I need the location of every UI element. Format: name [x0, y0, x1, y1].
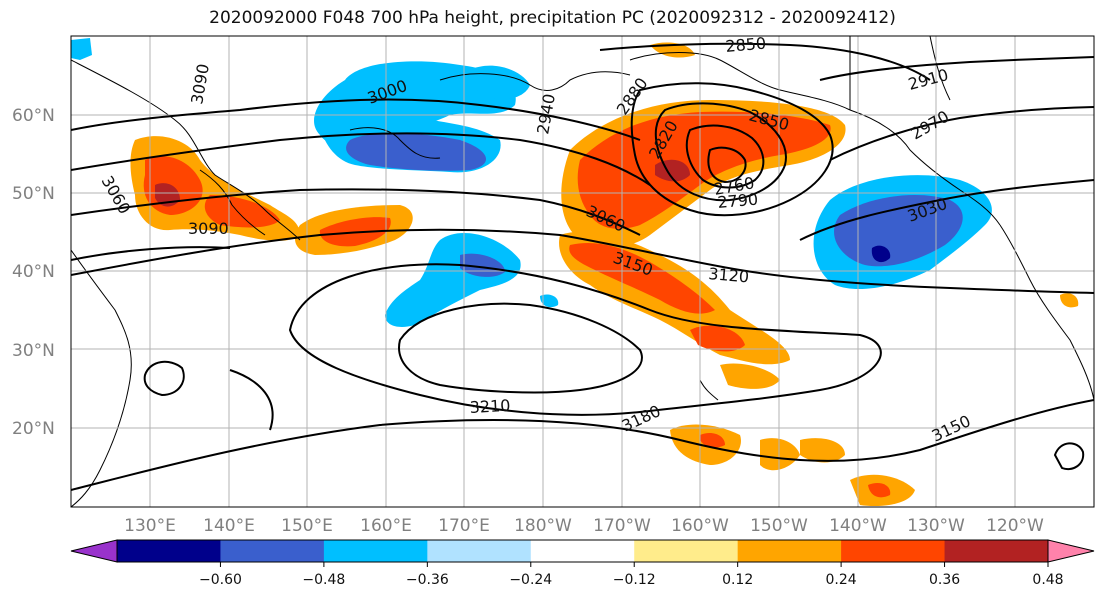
- contour-label: 3210: [469, 396, 511, 417]
- colorbar-tick-label: 0.24: [826, 572, 857, 588]
- colorbar-left-extension: [70, 539, 118, 563]
- colorbar-tick-label: 0.36: [929, 572, 960, 588]
- lon-label: 180°W: [514, 516, 572, 536]
- colorbar-segment: [530, 540, 635, 562]
- lon-label: 170°E: [438, 516, 490, 536]
- colorbar-tick-label: −0.12: [613, 572, 656, 588]
- colorbar-segment: [117, 540, 221, 562]
- colorbar-segment: [944, 540, 1049, 562]
- lon-label: 150°W: [750, 516, 808, 536]
- lon-label: 120°W: [986, 516, 1044, 536]
- lat-label: 50°N: [12, 184, 55, 204]
- colorbar-tick-label: 0.48: [1032, 572, 1063, 588]
- latitude-labels: 60°N 50°N 40°N 30°N 20°N: [12, 106, 55, 439]
- colorbar-tick-label: −0.60: [199, 572, 242, 588]
- colorbar-segment: [737, 540, 842, 562]
- lon-label: 160°W: [671, 516, 729, 536]
- lon-label: 170°W: [593, 516, 651, 536]
- lon-label: 160°E: [360, 516, 412, 536]
- lat-label: 20°N: [12, 419, 55, 439]
- colorbar-segment: [634, 540, 739, 562]
- height-contours: [71, 42, 1094, 491]
- lon-label: 140°W: [829, 516, 887, 536]
- map-frame: [70, 35, 1095, 508]
- colorbar-tick-label: −0.24: [509, 572, 552, 588]
- lon-label: 130°W: [907, 516, 965, 536]
- colorbar-right-extension: [1047, 539, 1095, 563]
- lat-label: 60°N: [12, 106, 55, 126]
- colorbar-segment: [427, 540, 532, 562]
- contour-label: 3090: [188, 219, 229, 238]
- contour-label: 2790: [717, 190, 759, 212]
- colorbar-segment: [841, 540, 946, 562]
- coastlines: [71, 36, 1094, 507]
- contour-label: 2850: [725, 34, 767, 56]
- colorbar: −0.60 −0.48 −0.36 −0.24 −0.12 0.12 0.24 0.36 0.4…: [70, 539, 1095, 588]
- colorbar-segment: [323, 540, 428, 562]
- positive-anomaly-shading: [130, 42, 1079, 507]
- longitude-labels: 130°E 140°E 150°E 160°E 170°E 180°W 170°…: [124, 516, 1044, 536]
- lon-label: 150°E: [281, 516, 333, 536]
- lat-label: 40°N: [12, 262, 55, 282]
- colorbar-tick-label: −0.36: [406, 572, 449, 588]
- map-title: 2020092000 F048 700 hPa height, precipit…: [209, 8, 896, 28]
- colorbar-tick-label: 0.12: [722, 572, 753, 588]
- lat-label: 30°N: [12, 341, 55, 361]
- contour-label: 3120: [708, 264, 750, 286]
- lon-label: 140°E: [203, 516, 255, 536]
- lon-label: 130°E: [124, 516, 176, 536]
- colorbar-frame: [116, 539, 1049, 563]
- colorbar-tick-label: −0.48: [302, 572, 345, 588]
- colorbar-segment: [220, 540, 325, 562]
